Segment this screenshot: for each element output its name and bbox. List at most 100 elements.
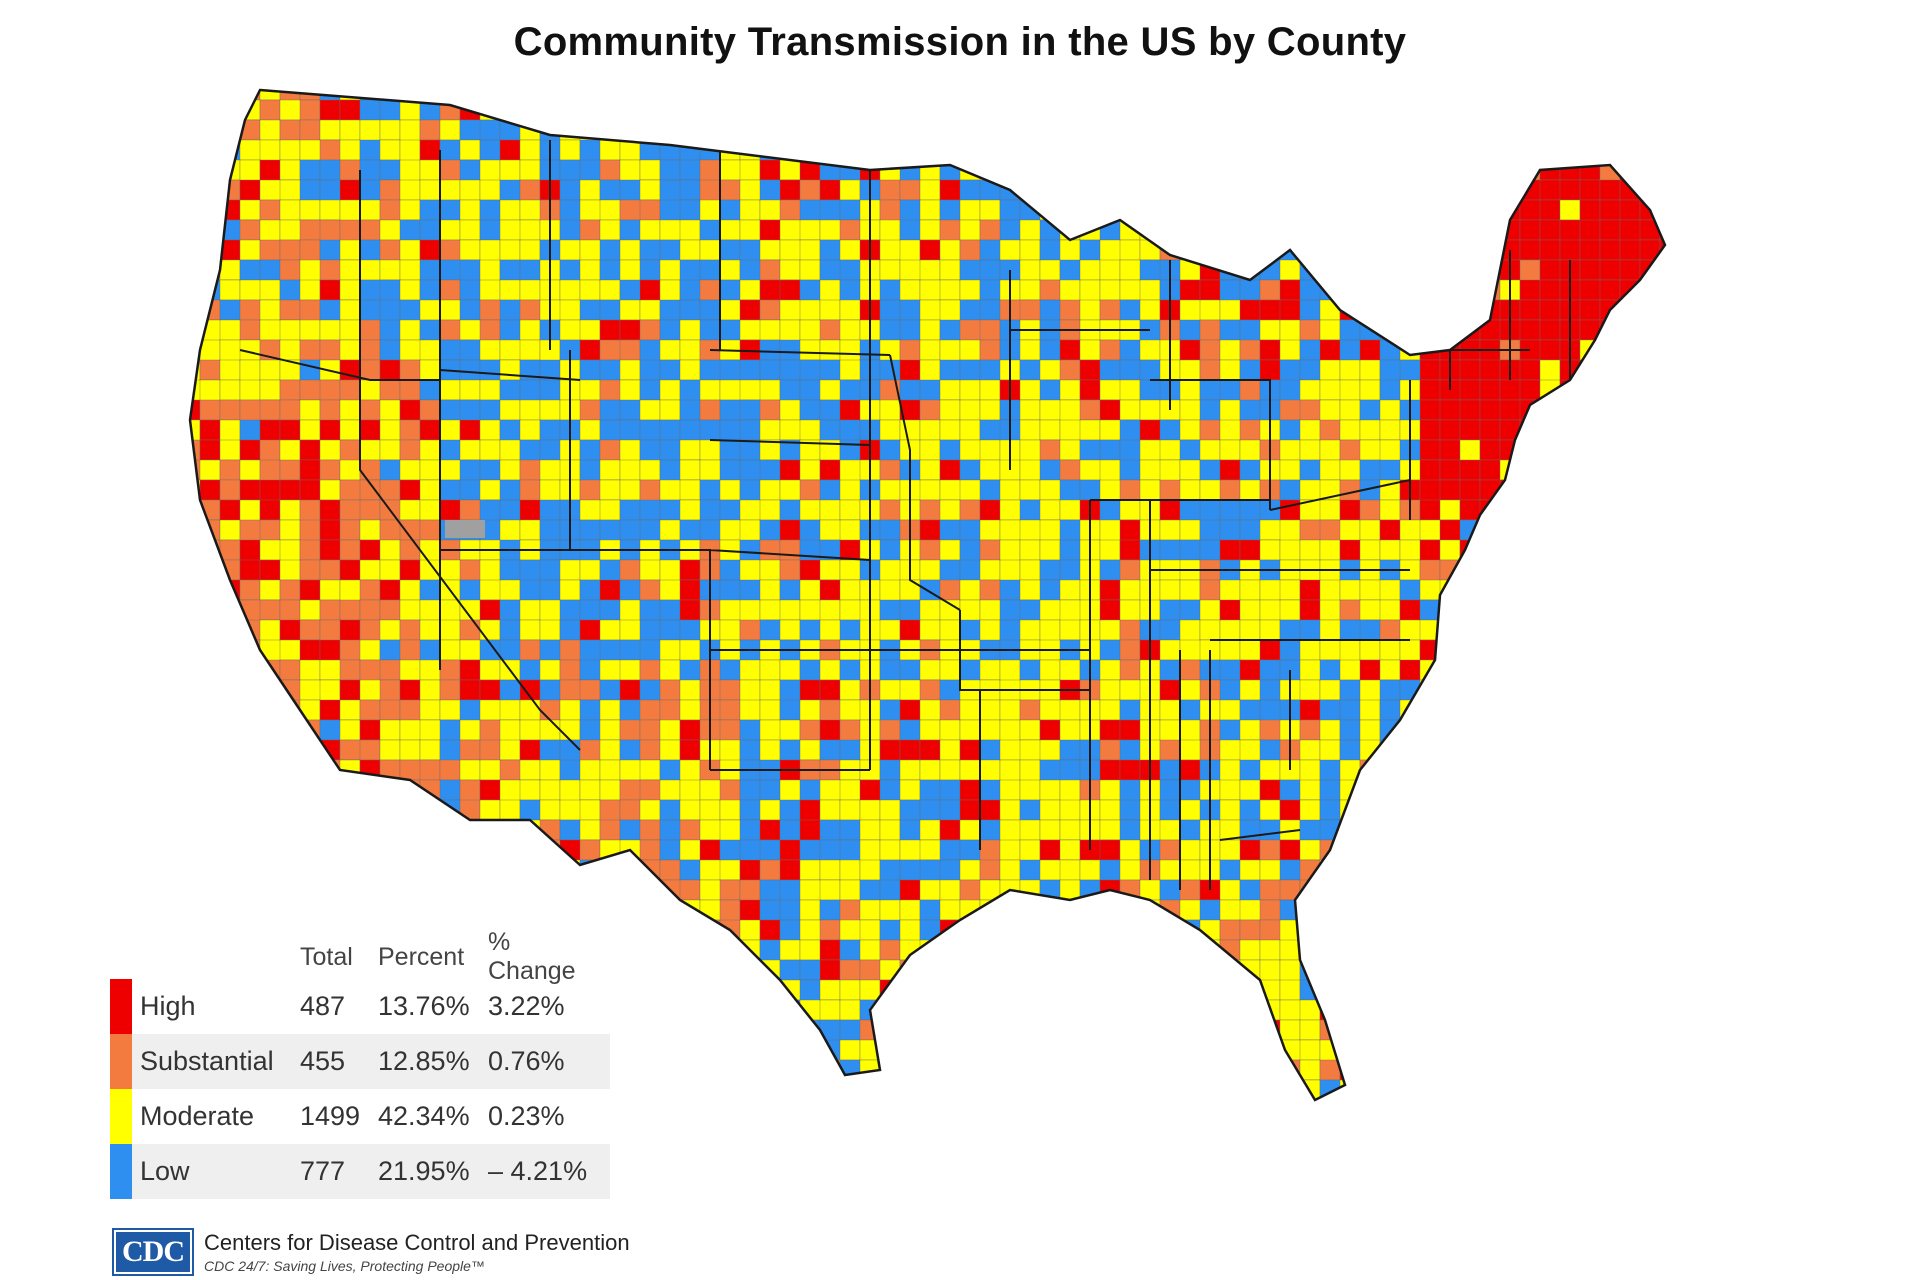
county-cell: [1539, 659, 1581, 701]
county-cell: [199, 659, 221, 681]
county-cell: [499, 319, 521, 341]
county-cell: [1519, 579, 1541, 601]
county-cell: [1119, 959, 1141, 981]
county-cell: [1319, 719, 1341, 741]
county-cell: [679, 819, 701, 841]
county-cell: [919, 339, 941, 361]
county-cell: [219, 259, 241, 281]
county-cell: [419, 299, 441, 321]
county-cell: [779, 539, 801, 561]
county-cell: [1379, 599, 1401, 621]
county-cell: [459, 439, 481, 461]
county-cell: [1399, 259, 1421, 281]
county-cell: [199, 419, 221, 441]
county-cell: [1620, 1140, 1640, 1160]
county-cell: [1159, 599, 1181, 621]
county-cell: [239, 779, 261, 801]
county-cell: [1659, 1019, 1665, 1041]
county-cell: [1559, 599, 1581, 621]
county-cell: [1519, 759, 1541, 781]
county-cell: [1599, 999, 1621, 1021]
county-cell: [1539, 939, 1561, 961]
county-cell: [999, 1059, 1041, 1100]
county-cell: [939, 1039, 961, 1061]
county-cell: [739, 739, 761, 761]
county-cell: [1159, 139, 1181, 181]
county-cell: [1659, 199, 1665, 221]
county-cell: [1579, 639, 1601, 681]
county-cell: [839, 1039, 861, 1061]
county-cell: [1319, 799, 1341, 821]
county-cell: [979, 459, 1001, 481]
county-cell: [379, 359, 401, 381]
county-cell: [1099, 1059, 1121, 1081]
county-cell: [1179, 279, 1201, 301]
county-cell: [1239, 299, 1261, 321]
county-cell: [879, 299, 901, 321]
county-cell: [1099, 839, 1121, 861]
county-cell: [299, 819, 321, 841]
county-cell: [1279, 299, 1301, 321]
county-cell: [719, 679, 741, 701]
county-cell: [379, 439, 401, 461]
county-cell: [1419, 879, 1441, 901]
county-cell: [639, 1019, 681, 1041]
county-cell: [739, 479, 761, 501]
county-cell: [419, 139, 441, 161]
county-cell: [1159, 759, 1181, 781]
county-cell: [939, 199, 961, 221]
county-cell: [699, 919, 721, 961]
county-cell: [1119, 90, 1141, 101]
county-cell: [190, 639, 201, 661]
county-cell: [1159, 919, 1181, 941]
county-cell: [1199, 979, 1221, 1001]
county-cell: [1159, 199, 1181, 221]
county-cell: [1479, 619, 1521, 641]
county-cell: [919, 90, 941, 101]
county-cell: [499, 99, 521, 121]
county-cell: [539, 699, 561, 721]
county-cell: [1339, 1019, 1381, 1041]
county-cell: [499, 579, 521, 601]
county-cell: [459, 679, 481, 701]
county-cell: [379, 739, 401, 761]
county-cell: [579, 599, 601, 621]
county-cell: [1299, 99, 1321, 141]
county-cell: [1240, 1140, 1280, 1160]
county-cell: [1519, 539, 1541, 561]
county-cell: [1459, 379, 1481, 401]
county-cell: [439, 179, 461, 201]
county-cell: [219, 899, 241, 921]
county-cell: [939, 699, 961, 721]
county-cell: [699, 939, 721, 981]
county-cell: [679, 1059, 721, 1081]
county-cell: [1279, 219, 1301, 241]
county-cell: [1479, 719, 1501, 741]
county-cell: [1219, 699, 1241, 721]
county-cell: [719, 959, 741, 981]
county-cell: [639, 659, 661, 681]
county-cell: [319, 779, 341, 801]
county-cell: [199, 759, 241, 781]
county-cell: [839, 799, 861, 821]
county-cell: [1419, 719, 1461, 741]
county-cell: [759, 999, 801, 1021]
county-cell: [1119, 899, 1141, 921]
county-cell: [1659, 739, 1665, 761]
county-cell: [1479, 819, 1501, 841]
county-cell: [819, 1099, 861, 1100]
county-cell: [539, 659, 561, 681]
county-cell: [1419, 999, 1441, 1021]
county-cell: [359, 499, 381, 521]
county-cell: [1419, 199, 1461, 241]
county-cell: [1299, 719, 1321, 741]
county-cell: [1419, 779, 1441, 821]
county-cell: [190, 559, 201, 581]
county-cell: [1039, 1059, 1061, 1100]
county-cell: [1239, 119, 1261, 141]
county-cell: [1499, 819, 1521, 841]
county-cell: [599, 759, 621, 781]
county-cell: [619, 1039, 661, 1061]
county-cell: [860, 1120, 900, 1140]
county-cell: [799, 399, 821, 421]
